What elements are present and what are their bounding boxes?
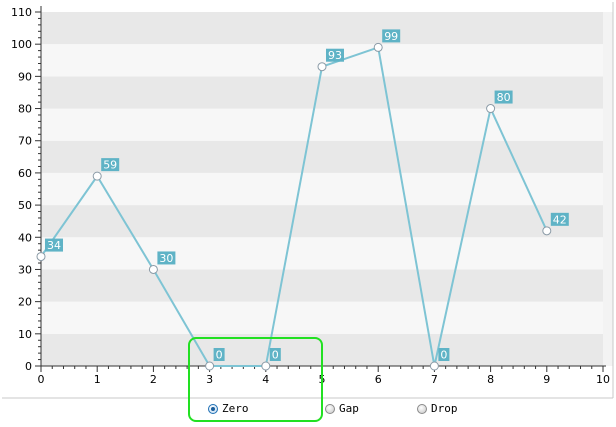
data-point: [261, 361, 271, 371]
y-tick-label: 20: [18, 296, 32, 309]
data-point: [542, 226, 552, 236]
radio-gap[interactable]: Gap: [325, 402, 359, 415]
x-tick-label: 4: [262, 373, 269, 386]
data-label-box: [494, 90, 513, 104]
x-tick-label: 0: [38, 373, 45, 386]
data-label-box: [269, 348, 281, 361]
data-point: [317, 62, 327, 72]
chart-series: [36, 42, 552, 371]
radio-drop-label: Drop: [431, 402, 458, 415]
y-tick-label: 100: [11, 38, 32, 51]
y-tick-label: 0: [25, 360, 32, 373]
y-tick-label: 80: [18, 103, 32, 116]
data-label: 42: [553, 213, 567, 226]
data-point: [36, 252, 46, 262]
grid-band: [41, 76, 603, 109]
data-labels: 34 59 30 0 0 93 99 0 80 42: [45, 29, 569, 362]
data-point: [429, 361, 439, 371]
data-label: 80: [497, 91, 511, 104]
x-tick-label: 1: [94, 373, 101, 386]
data-point: [205, 361, 215, 371]
data-label-box: [213, 348, 225, 361]
data-label: 30: [159, 252, 173, 265]
data-label: 0: [440, 349, 447, 362]
data-point: [148, 264, 158, 274]
x-tick-label: 10: [596, 373, 610, 386]
x-tick-label: 3: [206, 373, 213, 386]
radio-zero[interactable]: Zero: [208, 402, 249, 415]
grid-band: [41, 237, 603, 270]
data-label: 0: [272, 349, 279, 362]
radio-zero-indicator[interactable]: [208, 403, 218, 414]
y-tick-label: 40: [18, 231, 32, 244]
data-label: 34: [47, 239, 61, 252]
y-tick-label: 30: [18, 263, 32, 276]
radio-zero-label: Zero: [222, 402, 249, 415]
radio-drop[interactable]: Drop: [417, 402, 458, 415]
x-tick-label: 2: [150, 373, 157, 386]
data-label: 0: [216, 349, 223, 362]
data-label-box: [326, 48, 344, 62]
y-tick-label: 10: [18, 328, 32, 341]
grid-band: [41, 140, 603, 173]
grid-band: [41, 172, 603, 206]
grid-band: [41, 205, 603, 238]
data-label-box: [382, 29, 401, 43]
data-point: [92, 171, 102, 181]
data-label: 99: [384, 30, 398, 43]
data-label-box: [45, 238, 63, 252]
data-label-box: [550, 212, 569, 226]
grid-band: [41, 108, 603, 141]
grid-band: [41, 301, 603, 334]
grid-band: [41, 269, 603, 302]
x-tick-label: 6: [375, 373, 382, 386]
grid-band: [41, 12, 603, 45]
data-label: 59: [103, 159, 117, 172]
data-point: [373, 42, 383, 52]
radio-gap-indicator[interactable]: [325, 403, 335, 414]
x-tick-label: 8: [487, 373, 494, 386]
y-tick-label: 110: [11, 6, 32, 19]
data-label-box: [438, 348, 450, 361]
y-tick-label: 70: [18, 135, 32, 148]
plot-right-margin: [603, 12, 613, 366]
grid-band: [41, 333, 603, 366]
empty-point-mode-selector: Zero Gap Drop: [0, 402, 616, 422]
y-tick-label: 50: [18, 199, 32, 212]
data-label-box: [101, 158, 120, 172]
radio-gap-label: Gap: [339, 402, 359, 415]
radio-drop-indicator[interactable]: [417, 403, 427, 414]
x-tick-label: 5: [319, 373, 326, 386]
x-tick-label: 9: [543, 373, 550, 386]
data-label: 93: [328, 49, 342, 62]
data-label-box: [157, 251, 176, 265]
y-tick-label: 60: [18, 167, 32, 180]
x-tick-label: 7: [431, 373, 438, 386]
y-tick-label: 90: [18, 70, 32, 83]
line-chart: 0 10 20 30 40 50 60 70 80 90 100 110 0 1 2 3 4 5 6 7 8 9 10 34…: [2, 2, 614, 399]
data-point: [486, 104, 496, 114]
series-line: [40, 46, 548, 367]
